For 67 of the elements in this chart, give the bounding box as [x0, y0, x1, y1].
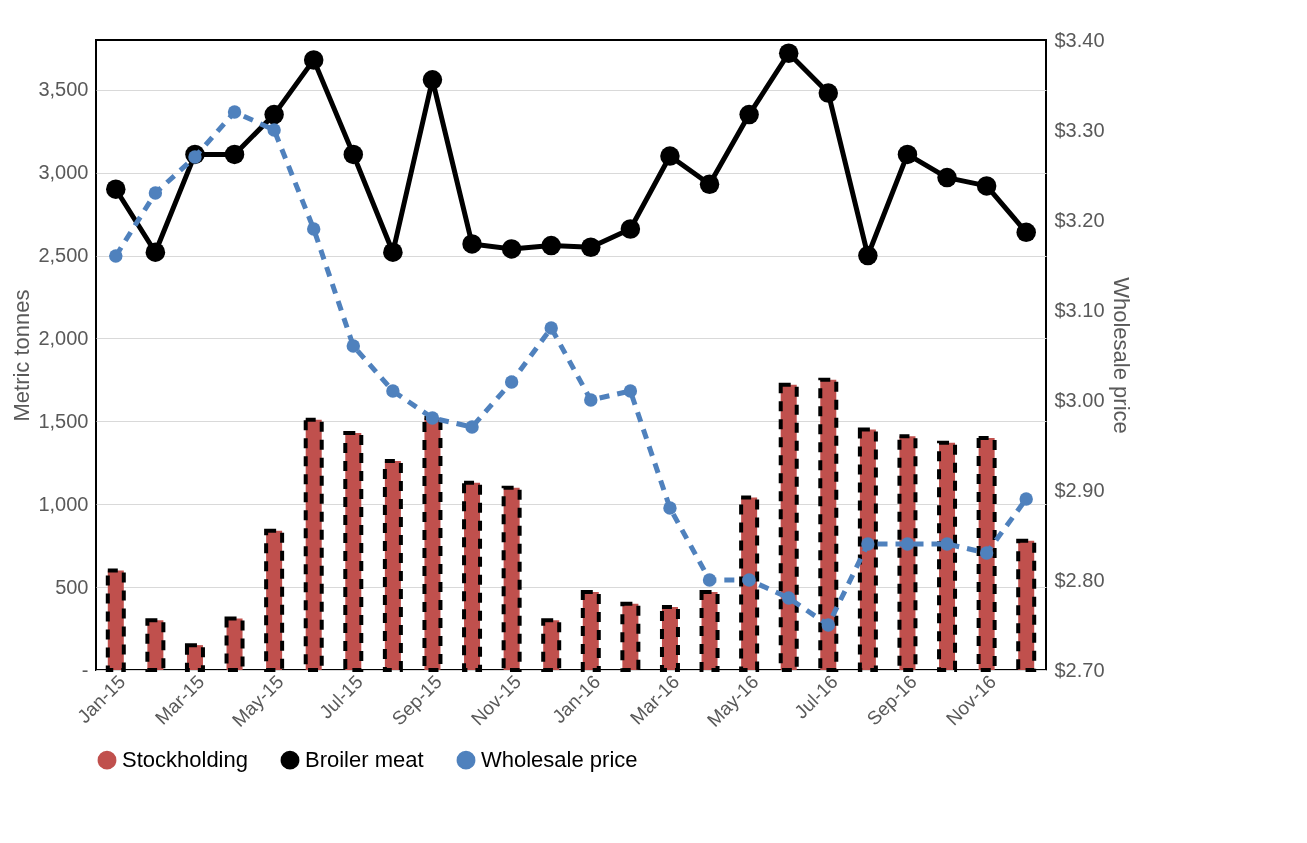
y2-tick-label: $2.80 [1054, 568, 1105, 591]
point [821, 618, 835, 632]
point [145, 242, 166, 262]
y2-tick-label: $3.10 [1054, 298, 1105, 321]
point [148, 186, 163, 200]
point [346, 339, 360, 353]
point [224, 144, 245, 165]
point [462, 234, 482, 254]
legend-label: Stockholding [122, 747, 248, 773]
y2-tick-label: $3.20 [1054, 208, 1105, 231]
y2-tick-label: $3.00 [1054, 388, 1105, 411]
point [739, 104, 759, 125]
point [544, 321, 558, 335]
point [782, 591, 796, 605]
point [581, 237, 601, 257]
y-tick-label: 1,000 [38, 492, 89, 515]
point [940, 537, 954, 551]
y-axis-title: Metric tonnes [9, 289, 35, 422]
point [742, 573, 756, 587]
y-tick-label: 3,500 [38, 78, 89, 101]
y-tick-label: 500 [55, 575, 89, 598]
point [303, 50, 324, 70]
y2-tick-label: $3.40 [1054, 28, 1105, 51]
point [976, 176, 997, 196]
point [979, 546, 994, 560]
y2-tick-label: $2.70 [1054, 658, 1105, 681]
point [1016, 222, 1036, 243]
point [818, 83, 839, 103]
y2-tick-label: $2.90 [1054, 478, 1105, 501]
point [425, 411, 440, 425]
point [900, 537, 915, 551]
point [1019, 492, 1033, 506]
point [264, 104, 284, 125]
point [386, 384, 400, 398]
point [343, 144, 364, 165]
point [620, 219, 641, 239]
point [307, 222, 321, 236]
point [227, 105, 242, 119]
point [465, 420, 479, 434]
point [422, 70, 443, 90]
y-tick-label: 2,000 [38, 326, 89, 349]
point [861, 537, 875, 551]
point [501, 239, 522, 259]
y-tick-label: - [81, 658, 89, 681]
point [109, 249, 123, 263]
point [541, 235, 561, 256]
point [504, 375, 519, 389]
y-tick-label: 2,500 [38, 244, 89, 267]
y2-axis-title: Wholesale price [1108, 277, 1134, 434]
point [267, 123, 281, 137]
point [858, 245, 878, 266]
point [383, 242, 403, 262]
legend-label: Wholesale price [481, 747, 638, 773]
legend-label: Broiler meat [305, 747, 424, 773]
point [702, 573, 717, 587]
point [937, 167, 957, 188]
point [623, 384, 638, 398]
point [663, 501, 677, 515]
point [778, 43, 799, 63]
point [699, 174, 720, 194]
y-tick-label: 1,500 [38, 409, 89, 432]
point [584, 393, 598, 407]
y-tick-label: 3,000 [38, 161, 89, 184]
point [897, 144, 918, 165]
y2-tick-label: $3.30 [1054, 118, 1105, 141]
point [660, 146, 680, 166]
point [106, 179, 126, 199]
